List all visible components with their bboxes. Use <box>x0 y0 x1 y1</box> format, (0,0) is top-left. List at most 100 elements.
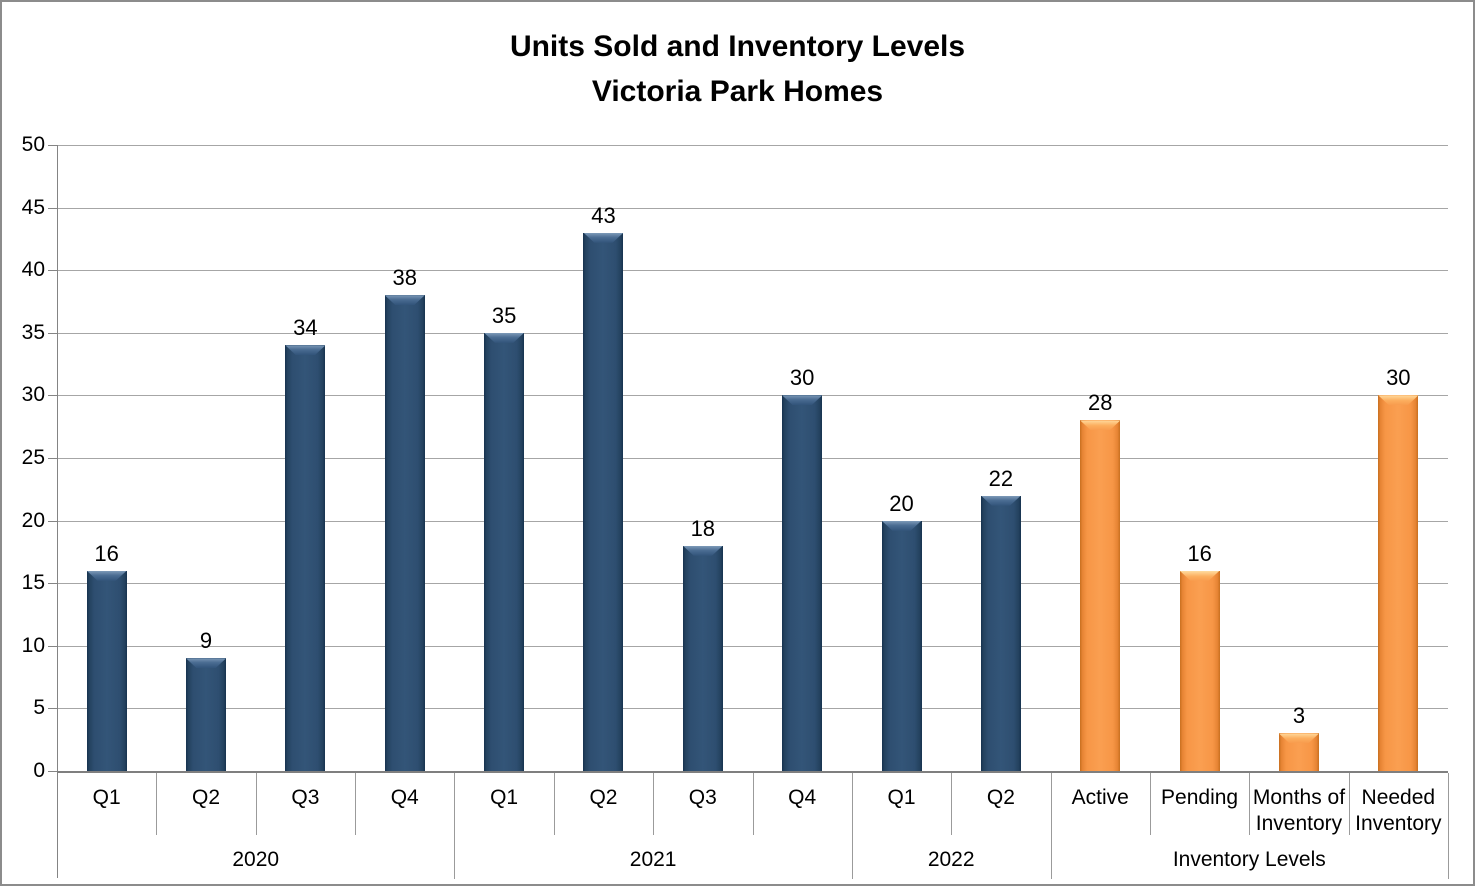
gridline-y-10 <box>57 645 1448 647</box>
y-axis-tick-35 <box>48 332 57 334</box>
bar-bevel <box>682 545 723 556</box>
bar-bevel <box>782 395 823 406</box>
bar-2021-Q4 <box>782 395 823 771</box>
bar-2020-Q1 <box>86 570 127 771</box>
bar-bevel <box>1080 420 1121 431</box>
bar-2021-Q1 <box>484 332 525 771</box>
bar-value-label-2021-Q1: 35 <box>491 302 517 328</box>
gridline-y-15 <box>57 583 1448 585</box>
category-separator-line-9 <box>951 773 953 835</box>
y-axis-label-5: 5 <box>33 696 45 720</box>
y-axis-label-35: 35 <box>21 320 45 344</box>
y-axis-label-45: 45 <box>21 195 45 219</box>
bar-2021-Q3 <box>682 545 723 771</box>
category-label-2020-Q4: Q4 <box>390 786 419 809</box>
category-label-Inventory Levels-Months of Inventory: Months of Inventory <box>1252 786 1346 835</box>
y-axis-label-20: 20 <box>21 508 45 532</box>
y-axis-label-30: 30 <box>21 383 45 407</box>
y-axis-tick-0 <box>48 771 57 772</box>
category-separator-line-1 <box>156 773 158 835</box>
bar-Inventory Levels-Months of Inventory <box>1278 733 1319 771</box>
category-label-2022-Q2: Q2 <box>986 786 1015 809</box>
gridline-y-20 <box>57 520 1448 522</box>
y-axis-tick-10 <box>48 645 57 647</box>
y-axis-tick-25 <box>48 458 57 459</box>
bar-bevel <box>583 232 624 243</box>
category-separator-line-7 <box>752 773 754 835</box>
y-axis-label-50: 50 <box>21 133 45 156</box>
bar-Inventory Levels-Needed Inventory <box>1378 395 1419 771</box>
bar-bevel <box>186 658 227 669</box>
bar-value-label-2020-Q3: 34 <box>293 315 318 341</box>
category-label-Inventory Levels-Pending: Pending <box>1161 786 1239 809</box>
category-label-Inventory Levels-Needed Inventory: Needed Inventory <box>1355 786 1442 835</box>
bar-Inventory Levels-Pending <box>1179 570 1220 771</box>
category-separator-line-12 <box>1249 773 1251 835</box>
bar-value-label-2021-Q4: 30 <box>789 365 815 391</box>
gridline-y-30 <box>57 395 1448 397</box>
bar-bevel <box>881 520 922 531</box>
group-label-2020: 2020 <box>232 848 280 871</box>
category-separator-line-13 <box>1348 773 1350 835</box>
bar-bevel <box>384 295 425 306</box>
y-axis-label-15: 15 <box>21 571 45 595</box>
category-label-Inventory Levels-Active: Active <box>1071 786 1129 809</box>
y-axis-tick-50 <box>48 145 57 146</box>
bar-bevel <box>285 345 326 356</box>
group-label-Inventory Levels: Inventory Levels <box>1172 848 1326 871</box>
bar-bevel <box>1278 733 1319 744</box>
bar-2020-Q2 <box>186 658 227 771</box>
group-boundary-line-14 <box>1448 773 1449 879</box>
bar-value-label-Inventory Levels-Months of Inventory: 3 <box>1292 703 1306 729</box>
gridline-y-25 <box>57 458 1448 459</box>
category-separator-line-6 <box>653 773 655 835</box>
group-label-2022: 2022 <box>927 848 975 871</box>
category-label-2021-Q1: Q1 <box>490 786 519 809</box>
y-axis-tick-5 <box>48 708 57 710</box>
category-separator-line-11 <box>1149 773 1151 835</box>
bar-bevel <box>980 495 1021 506</box>
bar-2022-Q2 <box>980 495 1021 771</box>
bar-value-label-Inventory Levels-Pending: 16 <box>1187 540 1212 566</box>
chart-title-line1: Units Sold and Inventory Levels <box>509 30 966 63</box>
y-axis-tick-45 <box>48 207 57 209</box>
bar-value-label-Inventory Levels-Active: 28 <box>1088 390 1113 416</box>
bar-2021-Q2 <box>583 232 624 771</box>
y-axis-label-40: 40 <box>21 258 45 282</box>
y-axis-label-25: 25 <box>21 446 45 469</box>
bar-value-label-Inventory Levels-Needed Inventory: 30 <box>1386 365 1411 391</box>
category-label-2021-Q3: Q3 <box>688 786 717 809</box>
category-separator-line-2 <box>255 773 257 835</box>
gridline-y-35 <box>57 332 1448 334</box>
gridline-y-50 <box>57 145 1448 146</box>
chart-title: Units Sold and Inventory Levels Victoria… <box>2 24 1473 114</box>
y-axis-label-10: 10 <box>21 633 45 657</box>
y-axis-tick-15 <box>48 583 57 585</box>
bar-2020-Q3 <box>285 345 326 771</box>
category-label-2021-Q2: Q2 <box>589 786 618 809</box>
bar-value-label-2020-Q1: 16 <box>94 540 119 566</box>
bar-2020-Q4 <box>384 295 425 771</box>
group-label-2021: 2021 <box>629 848 677 871</box>
category-label-2022-Q1: Q1 <box>887 786 916 809</box>
bar-2022-Q1 <box>881 520 922 771</box>
category-label-2020-Q1: Q1 <box>92 786 121 809</box>
group-boundary-line-10 <box>1050 773 1052 879</box>
y-axis-tick-20 <box>48 520 57 522</box>
bar-bevel <box>1179 570 1220 581</box>
y-axis-tick-40 <box>48 270 57 272</box>
group-boundary-line-4 <box>454 773 456 879</box>
category-separator-line-5 <box>553 773 555 835</box>
category-separator-line-3 <box>355 773 357 835</box>
bar-bevel <box>484 332 525 343</box>
gridline-y-5 <box>57 708 1448 710</box>
bar-value-label-2021-Q2: 43 <box>591 202 616 228</box>
bar-value-label-2021-Q3: 18 <box>690 515 716 541</box>
bar-value-label-2022-Q1: 20 <box>889 490 914 516</box>
bar-value-label-2020-Q4: 38 <box>392 265 417 291</box>
category-label-2021-Q4: Q4 <box>788 786 817 809</box>
category-label-2020-Q3: Q3 <box>291 786 320 809</box>
category-label-2020-Q2: Q2 <box>192 786 221 809</box>
bar-bevel <box>1378 395 1419 406</box>
